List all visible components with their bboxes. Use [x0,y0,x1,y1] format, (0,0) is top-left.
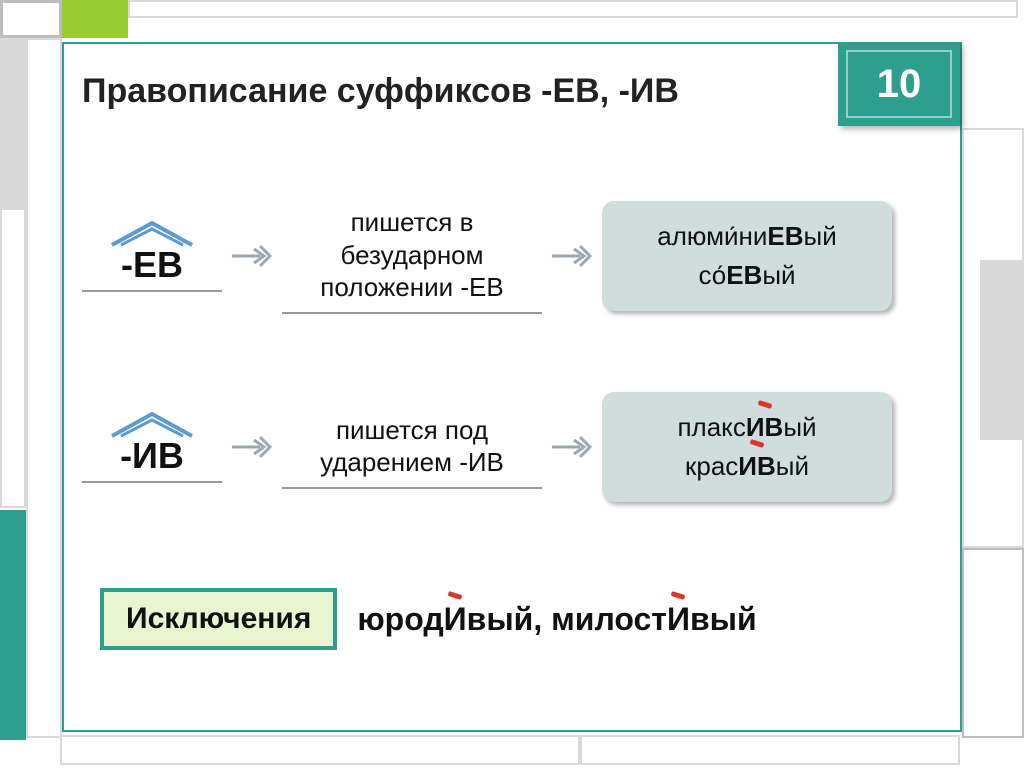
arrow-icon [222,427,282,467]
suffix-chevron-icon [107,214,197,244]
rule-iv-text: пишется под ударением -ИВ [282,406,542,489]
decoration-rect [962,548,1024,738]
decoration-rect [128,0,1018,18]
decoration-rect [0,510,26,740]
exceptions-words: юродИвый, милостИвый [357,601,756,638]
suffix-chevron-icon [107,405,197,435]
decoration-rect [0,38,26,208]
example-iv-1: плаксИВый [614,408,880,447]
suffix-ev-box: -ЕВ [82,220,222,292]
decoration-rect [0,0,62,38]
page-title: Правописание суффиксов -ЕВ, -ИВ [64,56,824,126]
decoration-rect [26,38,62,738]
decoration-rect [60,735,580,765]
decoration-rect [62,0,128,38]
suffix-ev-label: -ЕВ [121,244,183,286]
page-number-badge: 10 [838,42,960,126]
rule-row-iv: -ИВ пишется под ударением -ИВ плаксИВый … [82,392,892,502]
arrow-icon [542,236,602,276]
decoration-rect [980,260,1024,440]
suffix-iv-box: -ИВ [82,411,222,483]
examples-ev-box: алюми́ниЕВый со́ЕВый [602,201,892,311]
example-iv-2: красИВый [614,447,880,486]
slide-frame: Правописание суффиксов -ЕВ, -ИВ 10 -ЕВ п… [0,0,1024,768]
arrow-icon [222,236,282,276]
example-ev-1: алюми́ниЕВый [614,217,880,256]
rule-row-ev: -ЕВ пишется в безударном положении -ЕВ а… [82,198,892,314]
decoration-rect [580,735,960,765]
rule-ev-text: пишется в безударном положении -ЕВ [282,198,542,314]
decoration-rect [0,208,26,508]
arrow-icon [542,427,602,467]
examples-iv-box: плаксИВый красИВый [602,392,892,502]
example-ev-2: со́ЕВый [614,256,880,295]
exceptions-row: Исключения юродИвый, милостИвый [100,588,757,650]
suffix-iv-label: -ИВ [120,435,184,477]
exceptions-label: Исключения [100,588,337,650]
